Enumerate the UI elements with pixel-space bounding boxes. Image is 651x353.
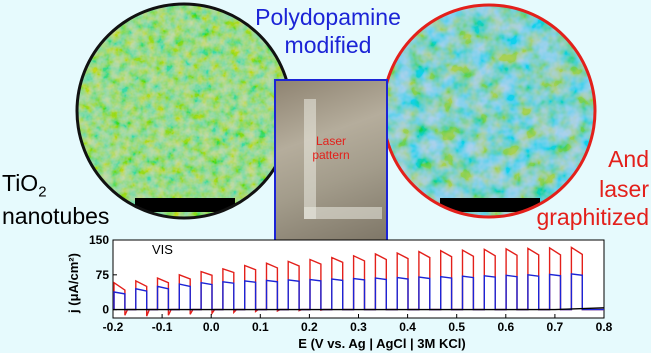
photo-label-line2: pattern: [312, 148, 350, 162]
y-axis-label: j (μA/cm²): [66, 253, 81, 314]
left-label-line2: nanotubes: [2, 203, 110, 229]
x-tick-label: 0.3: [350, 320, 367, 334]
chart-annotation: VIS: [152, 242, 173, 257]
y-tick-label: 150: [89, 233, 109, 247]
x-axis-label: E (V vs. Ag | AgCl | 3M KCl): [298, 336, 465, 351]
right-label-line1: And: [608, 146, 649, 172]
left-label-subscript: 2: [38, 183, 47, 201]
photo-label-line1: Laser: [315, 134, 347, 148]
x-tick-label: 0.0: [203, 320, 220, 334]
x-tick-label: -0.2: [103, 320, 124, 334]
x-tick-label: 0.1: [252, 320, 269, 334]
left-sem-image: [75, 2, 293, 220]
right-label-line3: graphitized: [536, 204, 649, 230]
center-title-line1: Polydopamine: [255, 4, 401, 30]
right-sem-image: [381, 3, 597, 219]
left-label-prefix: TiO: [2, 170, 39, 196]
series-line-2: [113, 307, 605, 311]
x-tick-label: 0.8: [596, 320, 613, 334]
x-tick-label: 0.7: [547, 320, 564, 334]
x-tick-label: 0.6: [497, 320, 514, 334]
center-title-line2: modified: [284, 32, 372, 58]
y-tick-label: 0: [102, 303, 109, 317]
x-tick-label: 0.5: [448, 320, 465, 334]
laser-pattern-trace-horizontal: [304, 207, 382, 219]
left-label-line1: TiO2: [2, 170, 47, 201]
y-tick-label: 75: [96, 268, 110, 282]
laser-pattern-trace-vertical: [304, 99, 316, 219]
right-label-line2: laser: [599, 176, 649, 202]
x-tick-label: 0.4: [399, 320, 416, 334]
x-tick-label: 0.2: [301, 320, 318, 334]
x-tick-label: -0.1: [152, 320, 173, 334]
